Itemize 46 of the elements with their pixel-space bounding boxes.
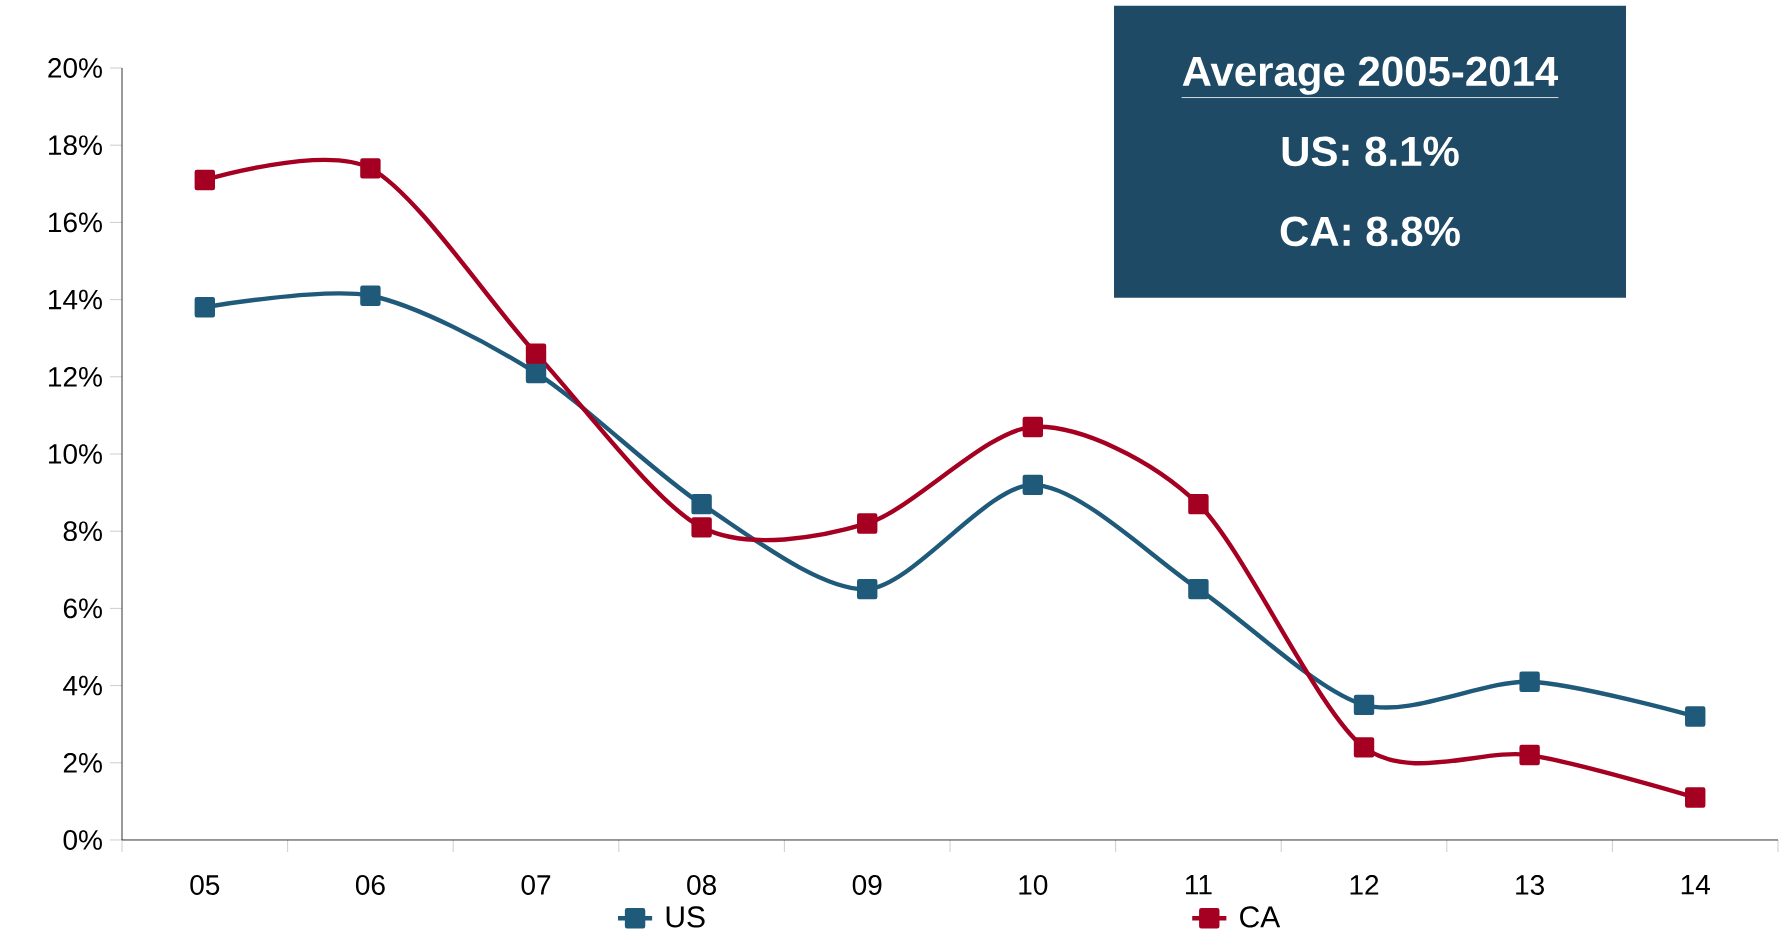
point xyxy=(1188,578,1209,600)
point xyxy=(525,362,547,384)
point xyxy=(1353,694,1375,716)
point xyxy=(1685,706,1706,727)
y-tick-label: 14% xyxy=(49,289,102,310)
point xyxy=(1022,474,1044,496)
x-tick-label: 10 xyxy=(1019,875,1048,895)
x-tick-label: 06 xyxy=(355,875,385,895)
y-tick-label: 0% xyxy=(63,830,102,850)
legend-label: US xyxy=(666,906,705,928)
legend-label: CA xyxy=(1240,906,1281,928)
x-tick-label: 09 xyxy=(852,875,882,895)
x-tick-label: 14 xyxy=(1681,875,1710,895)
x-tick-label: 13 xyxy=(1516,875,1544,895)
y-tick-label: 12% xyxy=(49,366,102,387)
annotation: Average 2005-2014 xyxy=(1182,56,1559,95)
y-tick-label: 6% xyxy=(63,598,102,619)
point xyxy=(1685,787,1706,808)
point xyxy=(857,578,878,600)
y-tick-label: 4% xyxy=(63,675,102,696)
x-tick-label: 07 xyxy=(521,875,551,895)
annotation: US: 8.1% xyxy=(1282,136,1459,167)
annotation: CA: 8.8% xyxy=(1280,216,1460,247)
point xyxy=(1519,744,1540,766)
point xyxy=(691,517,712,538)
point xyxy=(857,513,878,534)
x-tick-label: 12 xyxy=(1350,875,1379,895)
y-tick-label: 18% xyxy=(49,135,102,156)
point xyxy=(1519,671,1540,692)
x-tick-label: 05 xyxy=(190,875,220,895)
y-tick-label: 8% xyxy=(63,521,102,542)
point xyxy=(525,343,547,364)
point xyxy=(1188,493,1209,515)
y-tick-label: 10% xyxy=(49,444,102,464)
point xyxy=(1022,416,1044,438)
y-tick-label: 20% xyxy=(48,58,102,78)
point xyxy=(360,285,381,306)
y-tick-label: 2% xyxy=(63,752,102,773)
y-tick-label: 16% xyxy=(49,212,102,233)
point xyxy=(1353,737,1375,758)
point xyxy=(691,493,712,515)
point xyxy=(194,169,216,191)
x-tick-label: 11 xyxy=(1186,875,1212,895)
x-tick-label: 08 xyxy=(687,875,716,895)
point xyxy=(360,158,381,179)
point xyxy=(194,297,216,318)
